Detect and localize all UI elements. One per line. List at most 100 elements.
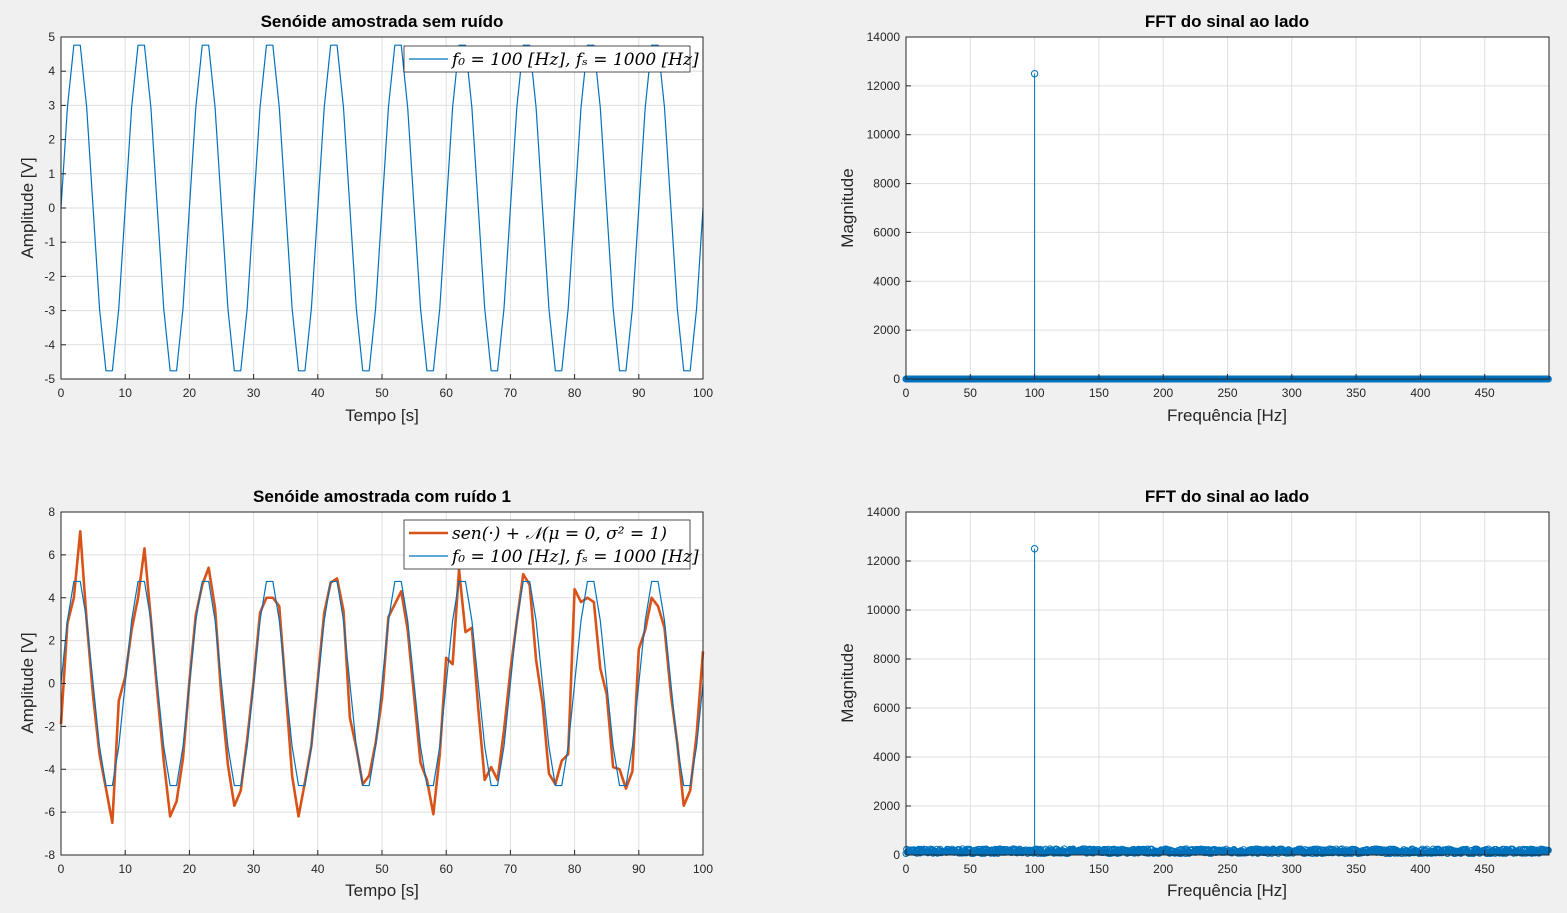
- y-tick-label: -6: [44, 805, 55, 819]
- x-tick-label: 0: [903, 862, 910, 876]
- y-axis-label: Amplitude [V]: [18, 632, 37, 733]
- x-tick-label: 60: [440, 862, 454, 876]
- y-tick-label: 14000: [867, 30, 901, 44]
- y-tick-label: 8000: [873, 177, 900, 191]
- x-tick-label: 150: [1089, 386, 1109, 400]
- x-tick-label: 0: [903, 386, 910, 400]
- y-tick-label: 6000: [873, 701, 900, 715]
- x-axis-label: Frequência [Hz]: [1167, 406, 1287, 425]
- series-line-noisy: [59, 529, 705, 825]
- y-tick-label: -2: [44, 719, 55, 733]
- plot-sine-noisy: 0 10 20 30 40 50 60 70 80 90 100 -8 -6 -4 -2 0 2 4 6 8 Senó…: [18, 487, 713, 900]
- x-axis-label: Frequência [Hz]: [1167, 881, 1287, 900]
- grid: [906, 37, 1549, 379]
- x-tick-label: 50: [964, 386, 978, 400]
- x-tick-label: 100: [693, 862, 713, 876]
- tick-labels: 0 10 20 30 40 50 60 70 80 90 100 -8 -6 -4 -2 0 2 4 6 8: [44, 505, 713, 876]
- x-tick-label: 200: [1153, 386, 1173, 400]
- x-tick-label: 50: [375, 386, 389, 400]
- y-tick-label: 10000: [867, 128, 901, 142]
- x-tick-label: 70: [504, 862, 518, 876]
- x-tick-label: 40: [311, 386, 325, 400]
- x-tick-label: 200: [1153, 862, 1173, 876]
- y-tick-label: 5: [48, 30, 55, 44]
- legend: sen(·) + 𝒩(μ = 0, σ² = 1) f₀ = 100 [Hz],…: [403, 519, 699, 570]
- x-tick-label: 250: [1217, 386, 1237, 400]
- x-tick-label: 150: [1089, 862, 1109, 876]
- x-tick-label: 100: [1025, 386, 1045, 400]
- y-tick-label: 4: [48, 64, 55, 78]
- x-tick-label: 30: [247, 862, 261, 876]
- x-tick-label: 450: [1475, 862, 1495, 876]
- y-tick-label: 2: [48, 634, 55, 648]
- y-tick-label: 2000: [873, 799, 900, 813]
- y-tick-label: -2: [44, 269, 55, 283]
- y-tick-label: 0: [48, 201, 55, 215]
- y-axis-label: Magnitude: [838, 168, 857, 247]
- y-tick-label: 3: [48, 98, 55, 112]
- y-tick-label: 0: [893, 372, 900, 386]
- plot-title: FFT do sinal ao lado: [1145, 487, 1309, 506]
- x-tick-label: 350: [1346, 862, 1366, 876]
- plot-fft-noisy: 0 50 100 150 200 250 300 350 400 450 0 2000 4000 6000…: [838, 487, 1552, 900]
- plot-fft-clean: 0 50 100 150 200 250 300 350 400 450 0 2000 4000 6000…: [838, 12, 1552, 425]
- y-tick-label: 4000: [873, 274, 900, 288]
- plot-title: Senóide amostrada sem ruído: [261, 12, 504, 31]
- y-tick-label: -4: [44, 338, 55, 352]
- x-tick-label: 250: [1217, 862, 1237, 876]
- y-tick-label: 12000: [867, 79, 901, 93]
- x-tick-label: 80: [568, 862, 582, 876]
- plot-title: Senóide amostrada com ruído 1: [253, 487, 511, 506]
- y-tick-label: 14000: [867, 505, 901, 519]
- tick-labels: 0 50 100 150 200 250 300 350 400 450 0 2000 4000 6000…: [867, 505, 1495, 876]
- x-tick-label: 90: [632, 386, 646, 400]
- y-tick-label: -3: [44, 304, 55, 318]
- tick-labels: 0 50 100 150 200 250 300 350 400 450 0 2000 4000 6000…: [867, 30, 1495, 400]
- y-tick-label: 6000: [873, 225, 900, 239]
- legend-box: [403, 45, 691, 73]
- peak-marker: [1030, 69, 1039, 78]
- x-tick-label: 400: [1410, 386, 1430, 400]
- y-tick-label: 2000: [873, 323, 900, 337]
- x-tick-label: 0: [58, 386, 65, 400]
- x-tick-label: 300: [1282, 386, 1302, 400]
- x-axis-label: Tempo [s]: [345, 406, 419, 425]
- x-tick-label: 50: [375, 862, 389, 876]
- x-axis-label: Tempo [s]: [345, 881, 419, 900]
- x-tick-label: 60: [440, 386, 454, 400]
- y-tick-label: 1: [48, 167, 55, 181]
- x-tick-label: 80: [568, 386, 582, 400]
- legend-label-sine: f₀ = 100 [Hz], fₛ = 1000 [Hz]: [450, 50, 699, 70]
- x-tick-label: 30: [247, 386, 261, 400]
- y-tick-label: -1: [44, 235, 55, 249]
- y-tick-label: -8: [44, 848, 55, 862]
- x-tick-label: 10: [119, 862, 133, 876]
- y-axis-label: Amplitude [V]: [18, 157, 37, 258]
- x-tick-label: 70: [504, 386, 518, 400]
- data-layer: [902, 545, 1552, 858]
- y-tick-label: 8: [48, 505, 55, 519]
- x-tick-label: 0: [58, 862, 65, 876]
- y-axis-label: Magnitude: [838, 643, 857, 722]
- y-tick-label: 0: [48, 677, 55, 691]
- legend-box: [403, 519, 691, 570]
- y-tick-label: -4: [44, 762, 55, 776]
- y-tick-label: 4: [48, 591, 55, 605]
- y-tick-label: 10000: [867, 603, 901, 617]
- x-tick-label: 100: [1025, 862, 1045, 876]
- x-tick-label: 450: [1475, 386, 1495, 400]
- x-tick-label: 20: [183, 862, 197, 876]
- y-tick-label: 0: [893, 848, 900, 862]
- legend: f₀ = 100 [Hz], fₛ = 1000 [Hz]: [403, 45, 699, 73]
- tick-labels: 0 10 20 30 40 50 60 70 80 90 100 -5 -4 -3 -2 -1 0 1 2 3 4 5: [44, 30, 713, 400]
- y-tick-label: 6: [48, 548, 55, 562]
- x-tick-label: 90: [632, 862, 646, 876]
- legend-label-noisy: sen(·) + 𝒩(μ = 0, σ² = 1): [452, 524, 667, 544]
- data-layer: [59, 529, 705, 825]
- plot-sine-clean: 0 10 20 30 40 50 60 70 80 90 100 -5 -4 -3 -2 -1 0 1 2 3 4 5 S…: [18, 12, 713, 425]
- plot-title: FFT do sinal ao lado: [1145, 12, 1309, 31]
- x-tick-label: 10: [119, 386, 133, 400]
- series-line-sine: [60, 580, 704, 787]
- x-tick-label: 350: [1346, 386, 1366, 400]
